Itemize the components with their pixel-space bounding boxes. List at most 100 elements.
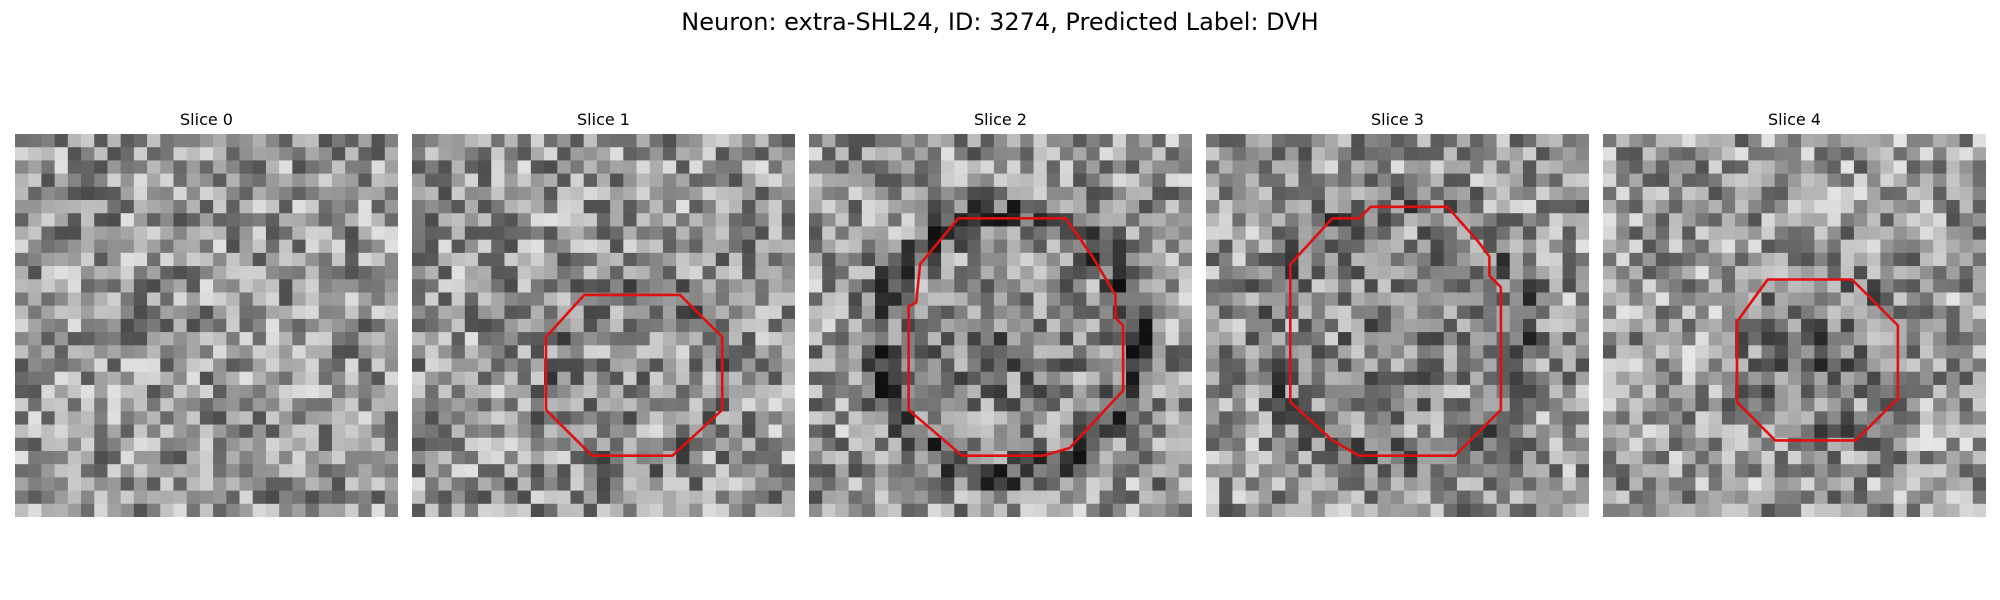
image-pixel (81, 253, 95, 267)
image-pixel (94, 160, 108, 174)
image-pixel (1761, 213, 1775, 227)
image-pixel (1285, 411, 1299, 425)
image-pixel (1828, 174, 1842, 188)
image-pixel (875, 359, 889, 373)
image-pixel (1470, 345, 1484, 359)
image-pixel (358, 372, 372, 386)
image-pixel (1669, 187, 1683, 201)
image-pixel (412, 345, 426, 359)
image-pixel (663, 425, 677, 439)
image-pixel (1272, 147, 1286, 161)
image-pixel (1960, 279, 1974, 293)
image-pixel (862, 464, 876, 478)
image-pixel (160, 174, 174, 188)
image-pixel (849, 174, 863, 188)
image-pixel (755, 411, 769, 425)
image-pixel (862, 134, 876, 148)
image-pixel (266, 319, 280, 333)
image-pixel (187, 226, 201, 240)
image-pixel (1351, 147, 1365, 161)
image-pixel (755, 345, 769, 359)
image-pixel (292, 425, 306, 439)
image-pixel (226, 319, 240, 333)
image-pixel (1391, 226, 1405, 240)
image-pixel (1828, 425, 1842, 439)
image-pixel (1682, 187, 1696, 201)
image-pixel (981, 451, 995, 465)
image-pixel (915, 359, 929, 373)
image-pixel (412, 292, 426, 306)
image-pixel (1312, 279, 1326, 293)
image-pixel (1933, 213, 1947, 227)
image-pixel (941, 372, 955, 386)
image-pixel (1404, 411, 1418, 425)
image-pixel (1312, 332, 1326, 346)
image-pixel (1669, 134, 1683, 148)
image-pixel (1166, 345, 1180, 359)
image-pixel (1695, 491, 1709, 505)
image-pixel (1894, 411, 1908, 425)
image-pixel (1391, 477, 1405, 491)
image-pixel (954, 306, 968, 320)
image-pixel (81, 464, 95, 478)
image-pixel (1219, 174, 1233, 188)
image-pixel (637, 200, 651, 214)
image-pixel (835, 438, 849, 452)
image-pixel (1722, 491, 1736, 505)
image-pixel (134, 438, 148, 452)
image-pixel (1312, 464, 1326, 478)
image-pixel (1603, 332, 1617, 346)
image-pixel (1576, 160, 1589, 174)
image-pixel (835, 491, 849, 505)
image-pixel (518, 134, 532, 148)
image-pixel (676, 279, 690, 293)
image-pixel (213, 306, 227, 320)
image-pixel (1139, 174, 1153, 188)
image-pixel (121, 477, 135, 491)
image-pixel (1391, 319, 1405, 333)
image-pixel (121, 411, 135, 425)
image-pixel (1073, 477, 1087, 491)
image-pixel (1549, 491, 1563, 505)
image-pixel (663, 266, 677, 280)
image-pixel (729, 438, 743, 452)
image-pixel (504, 504, 518, 517)
image-pixel (187, 451, 201, 465)
image-pixel (1814, 411, 1828, 425)
image-pixel (266, 345, 280, 359)
image-pixel (1166, 372, 1180, 386)
image-pixel (1219, 345, 1233, 359)
image-pixel (1086, 174, 1100, 188)
image-pixel (1152, 174, 1166, 188)
image-pixel (372, 253, 386, 267)
image-pixel (967, 292, 981, 306)
image-pixel (1073, 279, 1087, 293)
image-pixel (107, 240, 121, 254)
image-pixel (28, 345, 42, 359)
image-pixel (1351, 160, 1365, 174)
image-pixel (1338, 372, 1352, 386)
image-pixel (1722, 213, 1736, 227)
image-pixel (531, 332, 545, 346)
image-pixel (200, 240, 214, 254)
image-pixel (1364, 425, 1378, 439)
image-pixel (689, 187, 703, 201)
image-pixel (1682, 345, 1696, 359)
image-pixel (1404, 504, 1418, 517)
image-pixel (240, 174, 254, 188)
image-pixel (994, 213, 1008, 227)
image-pixel (438, 226, 452, 240)
image-pixel (1325, 319, 1339, 333)
image-pixel (385, 160, 398, 174)
image-pixel (1946, 200, 1960, 214)
image-pixel (1907, 332, 1921, 346)
image-pixel (306, 266, 320, 280)
image-pixel (835, 504, 849, 517)
image-pixel (372, 279, 386, 293)
image-pixel (1920, 398, 1934, 412)
image-pixel (1325, 200, 1339, 214)
image-pixel (1946, 385, 1960, 399)
image-pixel (41, 372, 55, 386)
image-pixel (782, 411, 795, 425)
image-pixel (240, 411, 254, 425)
